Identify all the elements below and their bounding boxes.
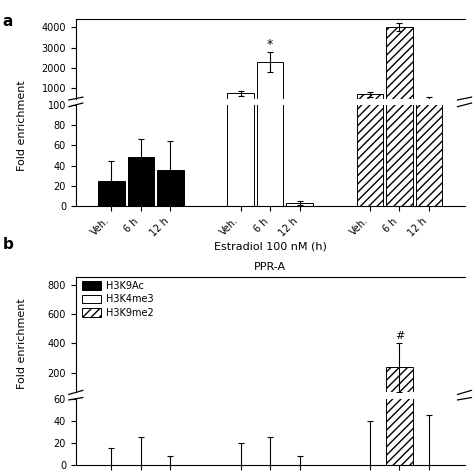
Bar xyxy=(257,62,283,109)
Text: Fold enrichment: Fold enrichment xyxy=(17,80,27,171)
Bar xyxy=(98,181,125,206)
Bar xyxy=(128,108,154,109)
Bar xyxy=(386,0,413,206)
Bar xyxy=(416,99,442,109)
Bar xyxy=(356,0,383,206)
Text: PPR-A: PPR-A xyxy=(254,262,286,272)
Bar xyxy=(128,156,154,206)
Legend: H3K9Ac, H3K4me3, H3K9me2: H3K9Ac, H3K4me3, H3K9me2 xyxy=(81,280,155,319)
Bar xyxy=(157,108,184,109)
Text: b: b xyxy=(2,237,13,252)
Bar xyxy=(356,94,383,109)
Bar xyxy=(386,27,413,109)
Bar xyxy=(257,0,283,206)
Bar xyxy=(157,170,184,206)
Text: #: # xyxy=(395,331,404,341)
Text: a: a xyxy=(2,14,13,29)
Bar xyxy=(386,367,413,402)
Bar xyxy=(228,93,254,109)
Bar xyxy=(286,203,313,206)
X-axis label: Estradiol 100 nM (h): Estradiol 100 nM (h) xyxy=(214,241,327,251)
Text: Fold enrichment: Fold enrichment xyxy=(17,298,27,389)
Text: *: * xyxy=(267,37,273,51)
Bar xyxy=(228,0,254,206)
Bar xyxy=(416,0,442,206)
Bar xyxy=(386,207,413,465)
Bar xyxy=(98,108,125,109)
